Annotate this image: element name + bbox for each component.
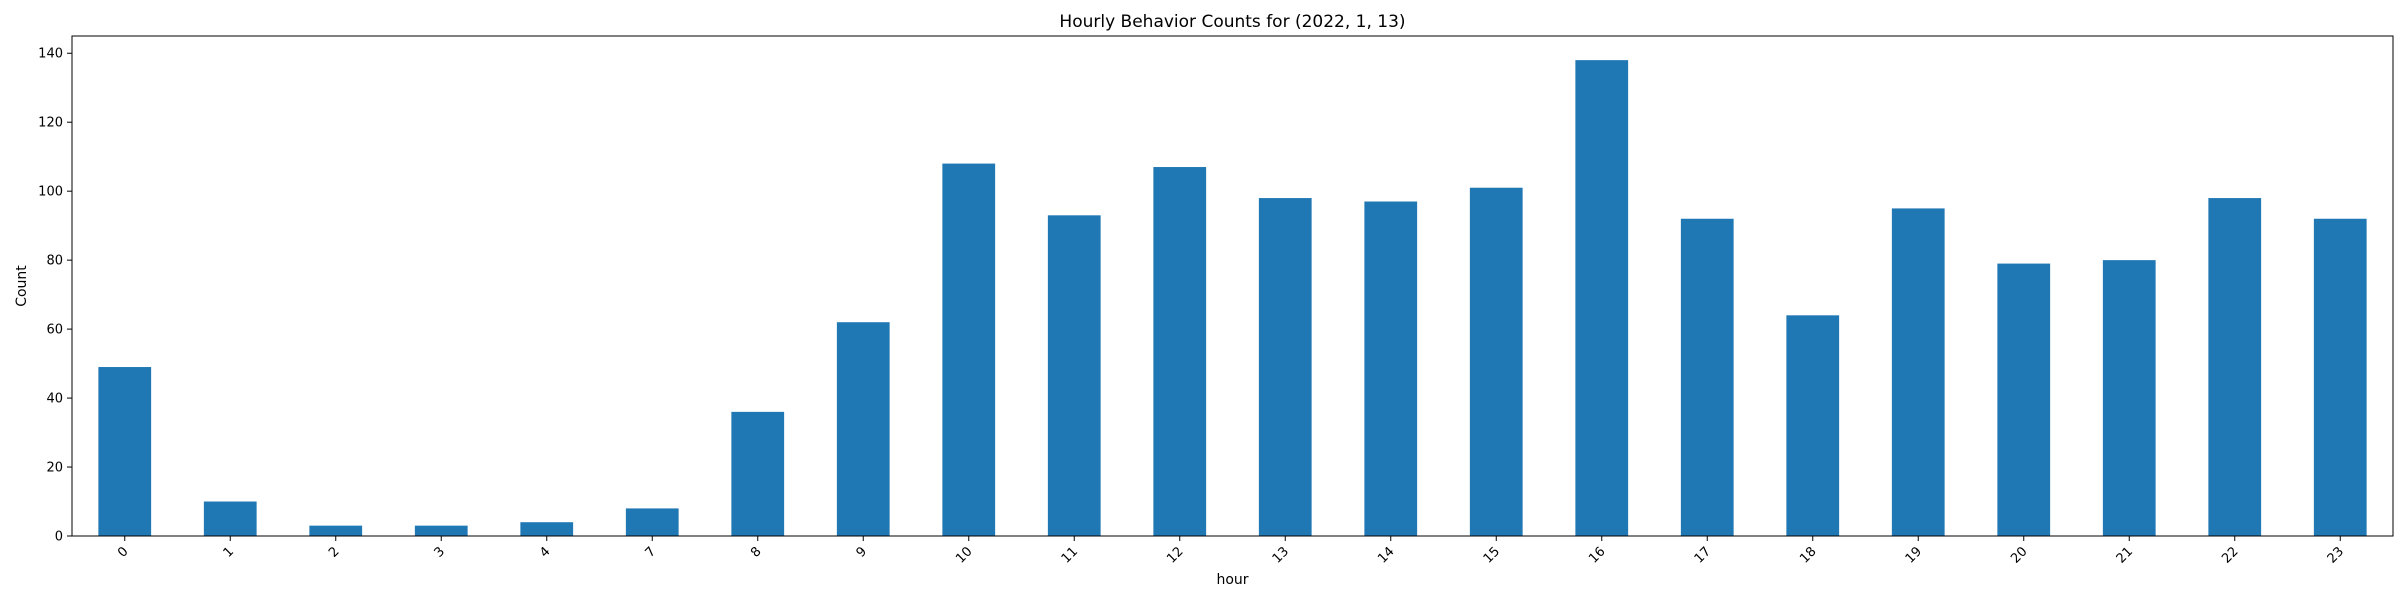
x-tick-label: 8: [748, 544, 764, 560]
x-tick-label: 18: [1797, 544, 1819, 566]
bar-hour-11: [1047, 215, 1101, 536]
bar-hour-8: [731, 411, 785, 536]
x-tick-label: 10: [953, 544, 975, 566]
x-tick-label: 4: [537, 544, 553, 560]
y-tick-label: 140: [38, 47, 63, 62]
bar-hour-9: [836, 322, 890, 536]
x-axis-label: hour: [1216, 572, 1248, 588]
bar-hour-1: [203, 501, 257, 536]
x-tick-label: 3: [432, 544, 448, 560]
x-tick-label: 12: [1164, 544, 1186, 566]
bar-hour-17: [1680, 218, 1734, 537]
y-tick-label: 20: [46, 461, 63, 476]
y-tick-label: 40: [46, 392, 63, 407]
x-tick-label: 16: [1586, 544, 1608, 566]
bar-hour-0: [98, 367, 152, 536]
bar-hour-14: [1364, 201, 1418, 536]
x-tick-label: 23: [2325, 544, 2347, 566]
bars-group: [98, 60, 2367, 537]
bar-hour-13: [1258, 198, 1312, 536]
bar-hour-19: [1891, 208, 1945, 536]
x-tick-label: 13: [1270, 544, 1292, 566]
x-tick-label: 15: [1481, 544, 1503, 566]
y-tick-label: 0: [55, 530, 63, 545]
plot-frame: [71, 35, 2394, 537]
x-axis-ticks: 0 1 2 3 4 7 8 9 10 11 12 13 14 15 16 17 18 19 20 21 22 23: [115, 536, 2347, 567]
x-tick-label: 17: [1692, 544, 1714, 566]
bar-hour-22: [2208, 198, 2262, 536]
bar-hour-2: [309, 525, 363, 536]
bar-hour-3: [414, 525, 468, 536]
y-axis-label: Count: [14, 265, 30, 307]
bar-hour-7: [625, 508, 679, 536]
x-tick-label: 19: [1903, 544, 1925, 566]
chart-title: Hourly Behavior Counts for (2022, 1, 13): [1059, 12, 1405, 32]
y-tick-label: 80: [46, 254, 63, 269]
y-axis-ticks: 0 20 40 60 80 100 120 140: [38, 47, 72, 545]
bar-hour-18: [1786, 315, 1840, 536]
x-tick-label: 11: [1059, 544, 1081, 566]
bar-hour-10: [942, 163, 996, 536]
bar-hour-23: [2313, 218, 2367, 537]
x-tick-label: 7: [643, 544, 659, 560]
x-tick-label: 22: [2219, 544, 2241, 566]
bar-hour-16: [1575, 60, 1629, 536]
bar-hour-20: [1997, 263, 2051, 536]
bar-hour-21: [2102, 260, 2156, 536]
x-tick-label: 14: [1375, 544, 1397, 566]
x-tick-label: 20: [2008, 544, 2030, 566]
x-tick-label: 2: [326, 544, 342, 560]
x-tick-label: 0: [115, 544, 131, 560]
x-tick-label: 21: [2114, 544, 2136, 566]
bar-hour-12: [1153, 167, 1207, 536]
y-tick-label: 100: [38, 185, 63, 200]
y-tick-label: 120: [38, 116, 63, 131]
x-tick-label: 9: [854, 544, 870, 560]
x-tick-label: 1: [221, 544, 237, 560]
bar-hour-15: [1469, 187, 1523, 537]
y-tick-label: 60: [46, 323, 63, 338]
bar-hour-4: [520, 522, 574, 536]
